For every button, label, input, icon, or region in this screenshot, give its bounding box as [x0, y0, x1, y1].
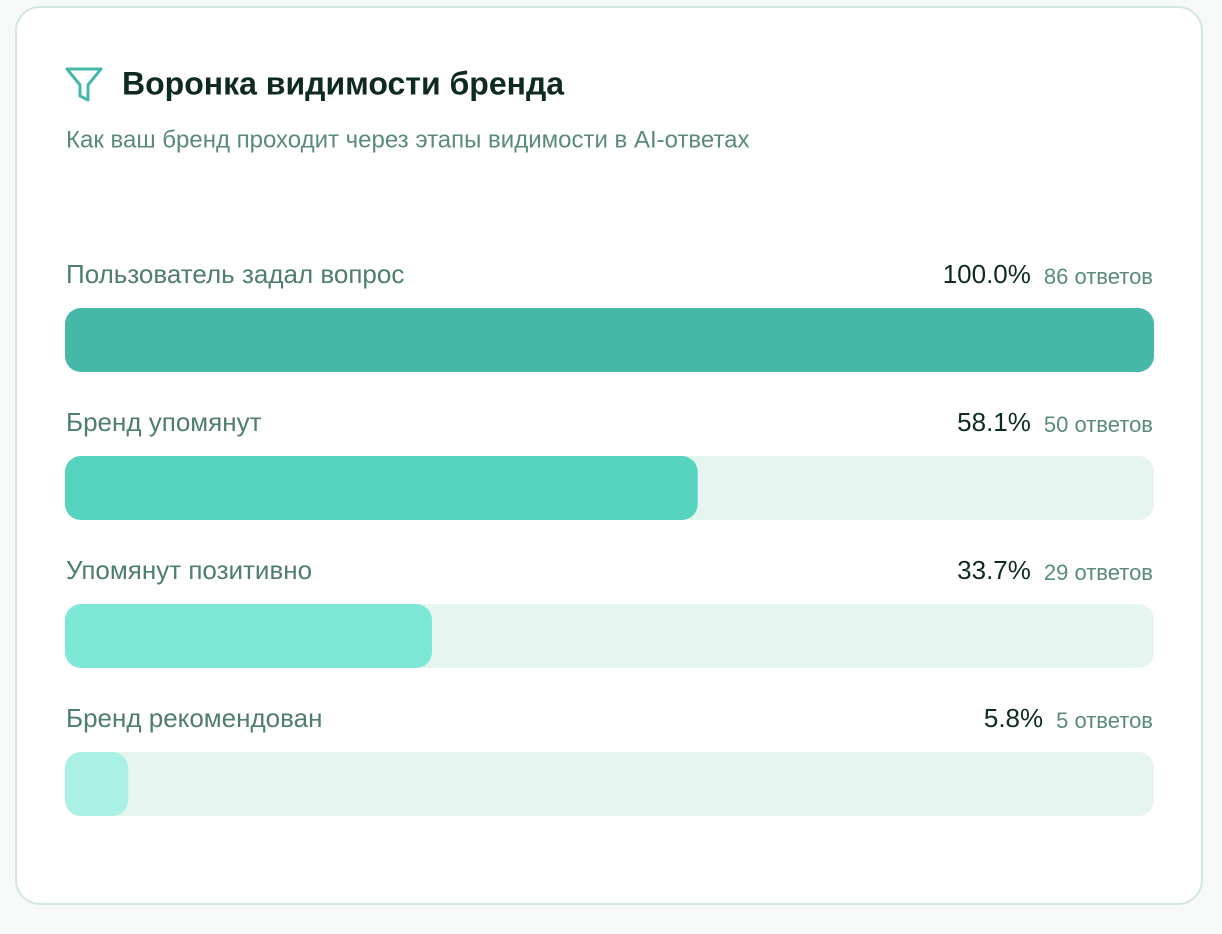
bar — [65, 456, 698, 520]
bar — [65, 308, 1154, 372]
count-label: 86 ответов — [1044, 264, 1153, 289]
funnel-icon — [65, 67, 103, 102]
bar — [65, 752, 129, 816]
value-label: 58.1% — [957, 407, 1031, 437]
stage-label: Упомянут позитивно — [66, 555, 312, 585]
stage-label: Пользователь задал вопрос — [66, 259, 404, 289]
chart-subtitle: Как ваш бренд проходит через этапы видим… — [66, 126, 750, 153]
count-label: 29 ответов — [1044, 560, 1153, 585]
stage-label: Бренд рекомендован — [66, 703, 322, 733]
bar — [65, 604, 432, 668]
stage-label: Бренд упомянут — [66, 407, 262, 437]
value-label: 33.7% — [957, 555, 1031, 585]
value-label: 5.8% — [984, 703, 1043, 733]
count-label: 50 ответов — [1044, 412, 1153, 437]
bar-track — [65, 752, 1154, 816]
chart-title: Воронка видимости бренда — [122, 65, 564, 101]
card — [15, 6, 1203, 905]
value-label: 100.0% — [943, 259, 1031, 289]
count-label: 5 ответов — [1056, 708, 1153, 733]
